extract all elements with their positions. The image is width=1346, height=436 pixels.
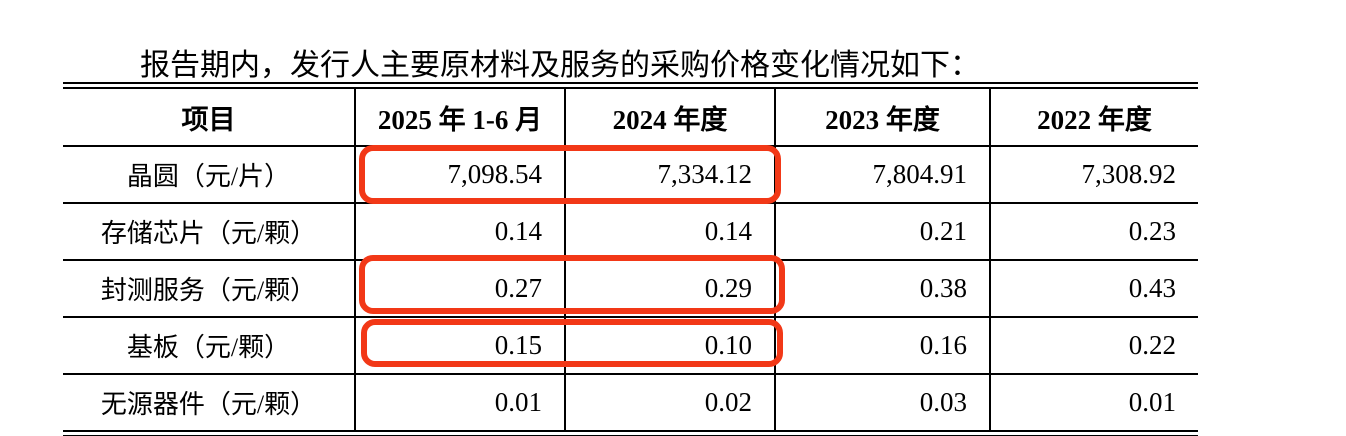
table-row-wafer: 晶圆（元/片） 7,098.54 7,334.12 7,804.91 7,308…	[63, 146, 1198, 204]
row-label-wafer: 晶圆（元/片）	[63, 146, 355, 204]
cell-passive-components-2024: 0.02	[564, 374, 775, 430]
table-row-substrate: 基板（元/颗） 0.15 0.10 0.16 0.22	[63, 317, 1198, 375]
header-cell-item: 项目	[63, 89, 355, 147]
cell-assembly-test-2023: 0.38	[774, 260, 990, 318]
cell-memory-chip-2023: 0.21	[774, 203, 990, 261]
row-label-memory-chip: 存储芯片（元/颗）	[63, 203, 355, 261]
cell-memory-chip-2025h1: 0.14	[354, 203, 565, 261]
cell-wafer-2025h1: 7,098.54	[354, 146, 565, 204]
table-row-assembly-test: 封测服务（元/颗） 0.27 0.29 0.38 0.43	[63, 260, 1198, 318]
cell-assembly-test-2022: 0.43	[989, 260, 1198, 318]
header-cell-2024: 2024 年度	[564, 89, 775, 147]
header-cell-2023: 2023 年度	[774, 89, 990, 147]
cell-wafer-2022: 7,308.92	[989, 146, 1198, 204]
header-cell-2022: 2022 年度	[989, 89, 1198, 147]
cell-assembly-test-2024: 0.29	[564, 260, 775, 318]
cell-substrate-2024: 0.10	[564, 317, 775, 375]
cell-assembly-test-2025h1: 0.27	[354, 260, 565, 318]
cell-memory-chip-2022: 0.23	[989, 203, 1198, 261]
cell-substrate-2025h1: 0.15	[354, 317, 565, 375]
intro-paragraph: 报告期内，发行人主要原材料及服务的采购价格变化情况如下：	[140, 49, 980, 82]
row-label-passive-components: 无源器件（元/颗）	[100, 390, 317, 419]
cell-wafer-2024: 7,334.12	[564, 146, 775, 204]
table-row-memory-chip: 存储芯片（元/颗） 0.14 0.14 0.21 0.23	[63, 203, 1198, 261]
price-table: 项目 2025 年 1-6 月 2024 年度 2023 年度 2022 年度 …	[63, 89, 1198, 430]
table-row-passive-components: 无源器件（元/颗） 0.01 0.02 0.03 0.01	[63, 374, 1198, 430]
cell-substrate-2023: 0.16	[774, 317, 990, 375]
row-label-assembly-test: 封测服务（元/颗）	[63, 260, 355, 318]
cell-passive-components-2022: 0.01	[989, 374, 1198, 430]
cell-passive-components-2025h1: 0.01	[354, 374, 565, 430]
header-cell-2025h1: 2025 年 1-6 月	[354, 89, 565, 147]
table-header: 项目 2025 年 1-6 月 2024 年度 2023 年度 2022 年度	[63, 89, 1198, 147]
cell-wafer-2023: 7,804.91	[774, 146, 990, 204]
cell-substrate-2022: 0.22	[989, 317, 1198, 375]
table-body: 晶圆（元/片） 7,098.54 7,334.12 7,804.91 7,308…	[63, 146, 1198, 430]
price-table-container: 项目 2025 年 1-6 月 2024 年度 2023 年度 2022 年度 …	[63, 82, 1198, 436]
row-label-substrate: 基板（元/颗）	[63, 317, 355, 375]
cell-memory-chip-2024: 0.14	[564, 203, 775, 261]
cell-passive-components-2023: 0.03	[774, 374, 990, 430]
header-row: 项目 2025 年 1-6 月 2024 年度 2023 年度 2022 年度	[63, 89, 1198, 147]
